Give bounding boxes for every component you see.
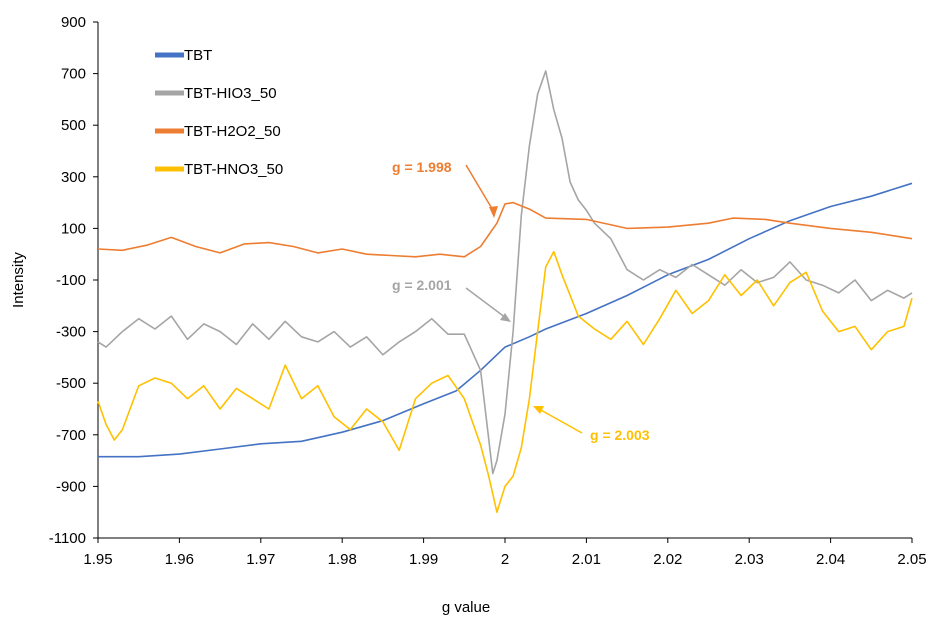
y-tick-labels: 900 700 500 300 100 -100 -300 -500 -700 -900 -1100 (49, 14, 98, 547)
annotation-g-2003-arrow (538, 408, 583, 434)
legend-entry-tbt-hno3: TBT-HNO3_50 (155, 161, 283, 178)
annotation-g-2003: g = 2.003 (533, 406, 650, 443)
annotation-g-2003-label: g = 2.003 (590, 427, 650, 443)
x-axis-title: g value (442, 599, 490, 616)
x-tick-label: 1.97 (246, 551, 275, 568)
x-tick-label: 2.03 (735, 551, 764, 568)
annotation-g-2003-arrowhead (533, 406, 544, 414)
legend-label-tbt: TBT (184, 47, 212, 64)
legend-entry-tbt-hio3: TBT-HIO3_50 (155, 85, 277, 102)
series-line-tbt-hno3-50 (97, 250, 913, 514)
y-tick-label: -500 (56, 375, 86, 392)
series-line-tbt-h2o2-50 (97, 201, 913, 258)
series-layer (97, 70, 913, 514)
y-tick-label: 900 (61, 14, 86, 31)
x-tick-labels: 1.95 1.96 1.97 1.98 1.99 2 2.01 2.02 2.03 2.04 2.0… (83, 538, 927, 568)
x-tick-label: 2 (501, 551, 509, 568)
x-axis: 1.95 1.96 1.97 1.98 1.99 2 2.01 2.02 2.03 2.04 2.0… (83, 537, 927, 568)
y-tick-label: -300 (56, 324, 86, 341)
annotations: g = 1.998 g = 2.001 g = 2.003 (392, 159, 650, 443)
x-tick-label: 2.02 (653, 551, 682, 568)
annotation-g-1998-arrow (465, 164, 495, 213)
y-tick-label: -900 (56, 478, 86, 495)
y-tick-label: 700 (61, 66, 86, 83)
x-tick-label: 2.04 (816, 551, 845, 568)
annotation-g-2001-label: g = 2.001 (392, 277, 452, 293)
x-tick-label: 1.95 (83, 551, 112, 568)
series-line-tbt (98, 182, 913, 458)
y-tick-label: 300 (61, 169, 86, 186)
legend-label-tbt-h2o2: TBT-H2O2_50 (184, 123, 281, 140)
y-tick-label: -1100 (49, 530, 86, 547)
y-tick-label: -100 (56, 272, 86, 289)
x-tick-label: 1.98 (328, 551, 357, 568)
x-tick-label: 2.05 (897, 551, 926, 568)
annotation-g-2001: g = 2.001 (392, 277, 511, 322)
annotation-g-2001-arrow (465, 287, 507, 319)
y-axis: 900 700 500 300 100 -100 -300 -500 -700 -900 -1100 (49, 14, 99, 547)
legend: TBT TBT-HIO3_50 TBT-H2O2_50 TBT-HNO3_50 (155, 47, 283, 178)
x-tick-label: 1.96 (165, 551, 194, 568)
annotation-g-1998-arrowhead (489, 206, 498, 218)
x-tick-label: 2.01 (572, 551, 601, 568)
y-tick-label: 100 (61, 220, 86, 237)
annotation-g-2001-arrowhead (500, 313, 511, 322)
legend-label-tbt-hio3: TBT-HIO3_50 (184, 85, 277, 102)
legend-entry-tbt-h2o2: TBT-H2O2_50 (155, 123, 281, 140)
annotation-g-1998-label: g = 1.998 (392, 159, 452, 175)
y-tick-label: -700 (56, 427, 86, 444)
series-line-tbt-hio3-50 (97, 70, 913, 475)
annotation-g-1998: g = 1.998 (392, 159, 498, 218)
legend-label-tbt-hno3: TBT-HNO3_50 (184, 161, 283, 178)
y-tick-label: 500 (61, 117, 86, 134)
x-tick-label: 1.99 (409, 551, 438, 568)
y-axis-title: Intensity (10, 252, 27, 308)
legend-entry-tbt: TBT (155, 47, 212, 64)
